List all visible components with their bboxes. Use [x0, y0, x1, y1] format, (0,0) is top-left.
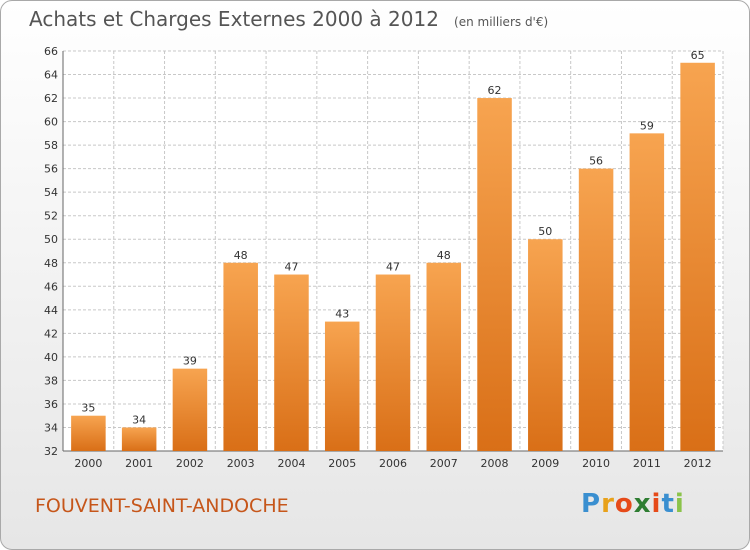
y-tick-label: 46	[44, 280, 58, 293]
y-tick-label: 60	[44, 116, 58, 129]
data-label: 48	[437, 249, 451, 262]
logo-letter: i	[674, 489, 685, 519]
bar-2003	[223, 262, 258, 451]
y-tick-label: 58	[44, 139, 58, 152]
y-tick-label: 38	[44, 374, 58, 387]
data-label: 59	[640, 119, 654, 132]
y-tick-label: 56	[44, 163, 58, 176]
chart-unit: (en milliers d'€)	[454, 15, 549, 29]
logo-letter: i	[651, 489, 662, 519]
y-tick-label: 52	[44, 210, 58, 223]
y-tick-label: 50	[44, 233, 58, 246]
x-tick-label: 2004	[277, 457, 305, 470]
x-tick-label: 2003	[227, 457, 255, 470]
chart-title: Achats et Charges Externes 2000 à 2012	[29, 7, 439, 31]
logo-letter: x	[633, 489, 652, 519]
bar-2006	[375, 274, 411, 451]
data-label: 48	[234, 249, 248, 262]
x-tick-label: 2011	[633, 457, 661, 470]
y-tick-label: 36	[44, 398, 58, 411]
x-tick-label: 2006	[379, 457, 407, 470]
y-tick-label: 32	[44, 445, 58, 458]
y-tick-label: 64	[44, 69, 58, 82]
commune-name: FOUVENT-SAINT-ANDOCHE	[35, 495, 289, 517]
y-tick-label: 40	[44, 351, 58, 364]
x-tick-label: 2012	[684, 457, 712, 470]
x-tick-label: 2001	[125, 457, 153, 470]
bar-2001	[121, 427, 157, 451]
y-tick-label: 66	[44, 45, 58, 58]
y-tick-label: 54	[44, 186, 58, 199]
data-label: 50	[538, 225, 552, 238]
data-label: 65	[691, 49, 705, 62]
data-label: 39	[183, 355, 197, 368]
bar-2009	[528, 239, 563, 451]
data-label: 34	[132, 413, 146, 426]
logo-letter: o	[614, 489, 634, 519]
data-label: 43	[335, 308, 349, 321]
data-label: 56	[589, 155, 603, 168]
logo-letter: P	[581, 489, 602, 519]
x-tick-label: 2005	[328, 457, 356, 470]
data-label: 62	[488, 84, 502, 97]
bar-2004	[274, 274, 309, 451]
data-label: 47	[386, 261, 400, 274]
data-label: 47	[284, 261, 298, 274]
bar-2007	[426, 262, 462, 451]
x-tick-label: 2008	[481, 457, 509, 470]
bar-2008	[477, 98, 512, 451]
proxiti-logo: Proxiti	[581, 489, 685, 519]
chart-title-block: Achats et Charges Externes 2000 à 2012 (…	[29, 7, 548, 31]
x-tick-label: 2009	[531, 457, 559, 470]
x-tick-label: 2000	[74, 457, 102, 470]
bar-2000	[71, 415, 106, 451]
bar-2005	[324, 321, 360, 451]
y-tick-label: 42	[44, 327, 58, 340]
y-tick-label: 48	[44, 257, 58, 270]
logo-letter: t	[661, 489, 675, 519]
x-tick-label: 2007	[430, 457, 458, 470]
y-tick-label: 34	[44, 421, 58, 434]
bar-2011	[629, 133, 665, 451]
x-tick-label: 2002	[176, 457, 204, 470]
bar-2002	[172, 368, 208, 451]
bar-2010	[578, 168, 614, 451]
data-label: 35	[81, 402, 95, 415]
y-tick-label: 44	[44, 304, 58, 317]
bar-2012	[680, 62, 715, 451]
y-tick-label: 62	[44, 92, 58, 105]
x-tick-label: 2010	[582, 457, 610, 470]
logo-letter: r	[601, 489, 615, 519]
